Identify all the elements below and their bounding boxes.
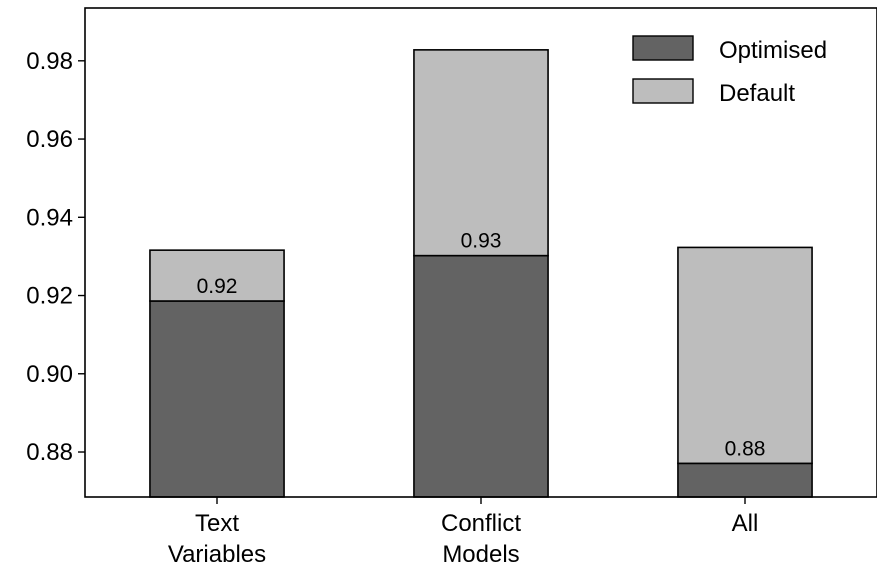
axes-layer: Text Variables Conflict Models All 0.88 0.90 0.…: [26, 7, 877, 568]
legend-label-optimised: Optimised: [719, 37, 827, 64]
y-tick-label-4: 0.96: [26, 126, 73, 153]
y-tick-label-1: 0.90: [26, 361, 73, 388]
bar-default-2: [677, 246, 813, 465]
x-tick-label-line: Conflict: [441, 510, 521, 537]
legend-label-default: Default: [719, 80, 795, 107]
x-tick-label-line: Text: [195, 510, 239, 537]
x-tick-label-line: Models: [442, 541, 519, 568]
legend-swatch-default: [632, 78, 694, 104]
y-tick-label-5: 0.98: [26, 48, 73, 75]
legend: Optimised Default: [632, 35, 827, 107]
x-tick-label-1: Conflict Models: [441, 510, 521, 568]
bar-default-1: [413, 49, 549, 257]
x-tick-label-line: Variables: [168, 541, 266, 568]
x-tick-label-2: All: [732, 510, 759, 537]
data-labels-layer: 0.92 0.93 0.88: [197, 230, 766, 461]
x-tick-label-line: All: [732, 510, 759, 537]
bars-layer: [149, 49, 813, 498]
data-label-2: 0.88: [725, 437, 766, 460]
bar-optimised-0: [149, 300, 285, 498]
bar-optimised-2: [677, 462, 813, 498]
y-tick-label-0: 0.88: [26, 439, 73, 466]
bar-default-0: [149, 249, 285, 302]
x-tick-label-0: Text Variables: [168, 510, 266, 568]
y-tick-label-3: 0.94: [26, 204, 73, 231]
bar-optimised-1: [413, 254, 549, 498]
legend-swatch-optimised: [632, 35, 694, 61]
y-tick-label-2: 0.92: [26, 283, 73, 310]
plot-frame: [84, 7, 877, 498]
data-label-0: 0.92: [197, 275, 238, 298]
data-label-1: 0.93: [461, 230, 502, 253]
